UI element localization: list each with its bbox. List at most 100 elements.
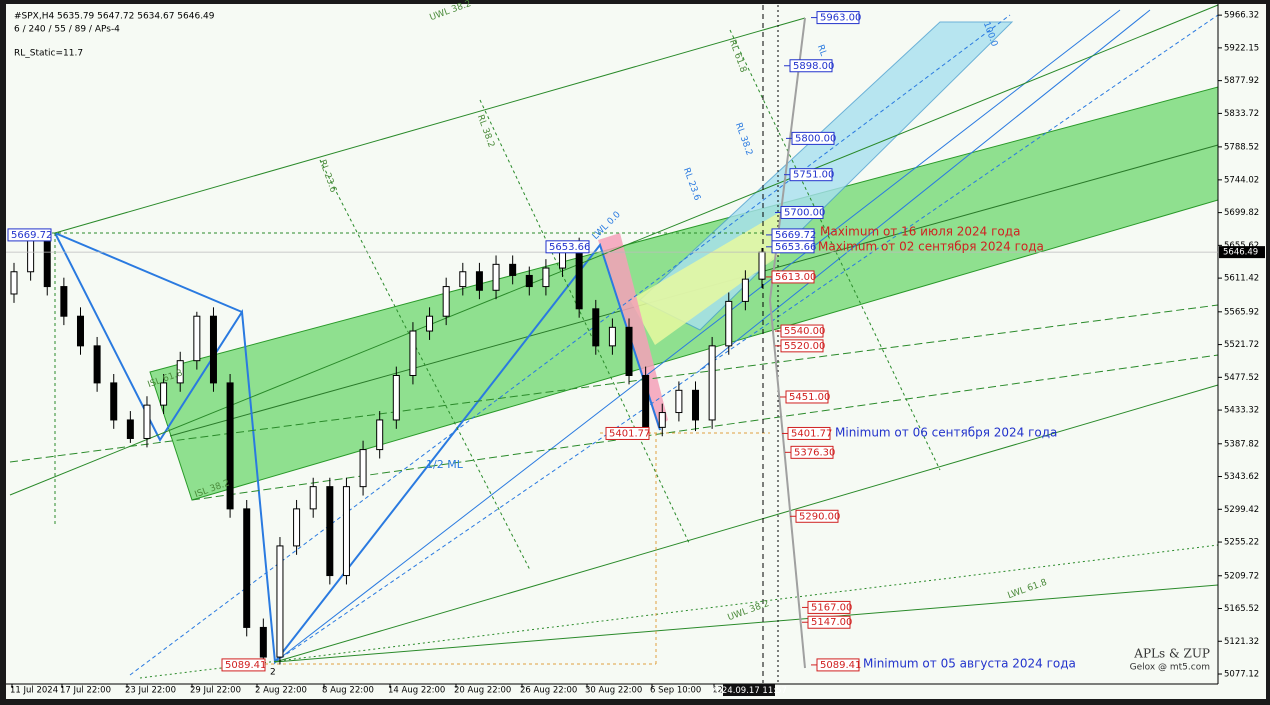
candle-body <box>359 449 367 488</box>
zup-pattern <box>54 232 661 665</box>
gray-line <box>769 299 806 669</box>
y-tick-label: 5922.15 <box>1224 43 1259 53</box>
pink-band <box>598 233 668 428</box>
y-tick-label: 5433.32 <box>1224 406 1259 416</box>
y-tick-label: 5255.22 <box>1224 538 1259 548</box>
level-label: 5669.72 <box>775 230 816 241</box>
pitchfork-line <box>274 14 1219 663</box>
x-tick-label: 30 Aug 22:00 <box>585 686 642 696</box>
level-label: 5540.00 <box>784 326 825 337</box>
level-box <box>816 11 860 25</box>
candle-body <box>43 234 51 288</box>
candle-body <box>76 315 84 347</box>
green-dashed <box>9 304 1219 463</box>
level-box <box>807 615 851 629</box>
rl-line <box>479 99 691 546</box>
x-tick-label: 11 Jul 2024 <box>10 686 58 696</box>
yellow-zone <box>630 212 780 345</box>
last-price-box <box>1219 246 1265 259</box>
green-line <box>9 4 1219 496</box>
static-line: RL_Static=11.7 <box>14 49 83 59</box>
level-box <box>771 240 815 254</box>
level-label: 5376.30 <box>794 447 835 458</box>
candle-body <box>60 286 68 317</box>
y-tick-label: 5343.62 <box>1224 472 1259 482</box>
candle-body <box>642 374 650 428</box>
candle-body <box>326 486 334 577</box>
candle-body <box>509 263 517 276</box>
x-tick-label: 26 Aug 22:00 <box>520 686 577 696</box>
pivot-box <box>545 240 590 254</box>
candle-body <box>226 382 234 510</box>
level-box <box>780 205 824 219</box>
level-box <box>771 270 815 284</box>
level-label: 5653.66 <box>775 242 816 253</box>
candle-body <box>160 382 168 406</box>
candle-body <box>475 271 483 291</box>
level-label: 5520.00 <box>784 341 825 352</box>
candle-body <box>110 382 118 421</box>
zup-leg <box>54 232 243 313</box>
x-tick-label: 6 Sep 10:00 <box>650 686 701 696</box>
level-box <box>790 445 834 459</box>
candle-body <box>525 274 533 288</box>
level-label: 5401.77 <box>791 428 832 439</box>
annotation: Minimum от 06 сентября 2024 года <box>835 426 1057 440</box>
candle-body <box>409 330 417 376</box>
rl-line <box>319 159 531 571</box>
y-tick-label: 5833.72 <box>1224 109 1259 119</box>
y-tick-label: 5387.82 <box>1224 439 1259 449</box>
pivot-label: 5401.77 <box>609 428 650 439</box>
annotation: Maximum от 02 сентября 2024 года <box>818 240 1044 254</box>
watermark: APLs & ZUP <box>1133 647 1210 661</box>
level-label: 5700.00 <box>784 207 825 218</box>
candle-body <box>193 315 201 362</box>
level-box <box>780 339 824 353</box>
candle-body <box>592 308 600 347</box>
x-tick-label: 14 Aug 22:00 <box>388 686 445 696</box>
candle-body <box>741 278 749 302</box>
candle-body <box>442 286 450 317</box>
level-box <box>795 509 839 523</box>
line-label: 2 <box>270 668 276 678</box>
level-label: 5800.00 <box>795 133 836 144</box>
candle-body <box>143 404 151 439</box>
line-label: 1/2 ML <box>426 458 464 471</box>
level-box <box>816 658 860 672</box>
green-line <box>54 17 806 234</box>
candle-body <box>176 360 184 384</box>
candle-body <box>608 326 616 347</box>
level-box <box>787 426 831 440</box>
y-tick-label: 5299.42 <box>1224 505 1259 515</box>
level-box <box>789 168 833 182</box>
candle-body <box>542 267 550 288</box>
price-axis <box>1218 4 1266 684</box>
candle-body <box>209 315 217 384</box>
last-price: 5646.49 <box>1223 248 1258 258</box>
settings-line: 6 / 240 / 55 / 89 / APs-4 <box>14 25 120 35</box>
watermark: Gelox @ mt5.com <box>1130 663 1210 673</box>
candle-body <box>10 271 18 295</box>
y-tick-label: 5611.42 <box>1224 274 1259 284</box>
y-tick-label: 5477.52 <box>1224 373 1259 383</box>
x-tick-label: 12 <box>712 686 723 696</box>
cursor-time: 2024.09.17 11:57 <box>711 686 787 696</box>
candle-body <box>276 545 284 658</box>
candle-body <box>758 251 766 280</box>
x-tick-label: 23 Jul 22:00 <box>125 686 176 696</box>
annotation: Maximum от 16 июля 2024 года <box>820 225 1020 239</box>
pitchfork-line <box>699 9 1151 371</box>
y-tick-label: 5966.32 <box>1224 11 1259 21</box>
level-label: 5451.00 <box>789 392 830 403</box>
y-tick-label: 5655.62 <box>1224 241 1259 251</box>
level-box <box>807 600 851 614</box>
level-box <box>789 59 833 73</box>
pivot-label: 5653.66 <box>549 242 590 253</box>
candle-body <box>293 508 301 547</box>
level-label: 5963.00 <box>820 13 861 24</box>
candle-body <box>342 486 350 577</box>
y-tick-label: 5565.92 <box>1224 307 1259 317</box>
green-line <box>274 584 1219 663</box>
candle-body <box>658 412 666 428</box>
